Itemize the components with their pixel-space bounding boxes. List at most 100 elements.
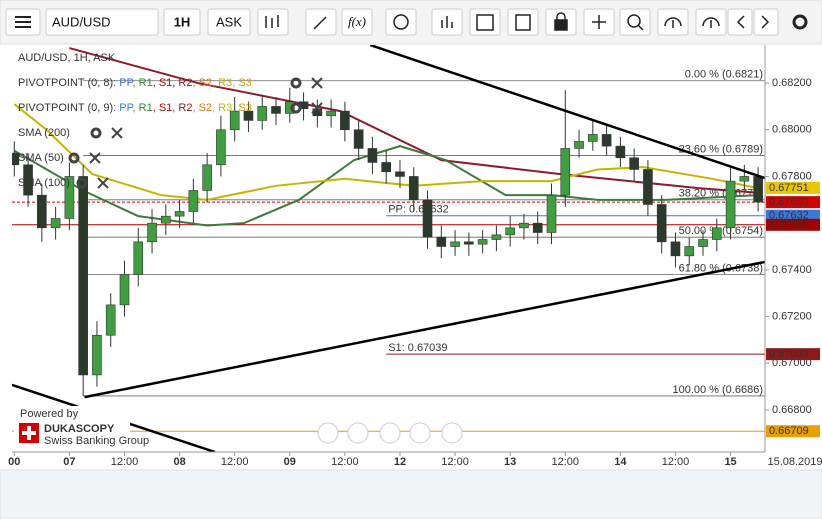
candle-body <box>698 239 708 247</box>
candle-body <box>23 164 33 196</box>
zoom-controls[interactable] <box>317 422 463 444</box>
candle-body <box>12 152 20 166</box>
candle-body <box>92 334 102 376</box>
trend-line <box>369 45 765 180</box>
candle-body <box>739 176 750 182</box>
candle-body <box>436 236 447 247</box>
candle-body <box>656 204 667 243</box>
period-select[interactable] <box>163 8 201 36</box>
symbol-select[interactable] <box>45 8 159 36</box>
x-tick-label: 12:00 <box>111 456 139 468</box>
candle-body <box>367 148 378 163</box>
remove-icon[interactable] <box>89 152 101 164</box>
candle-body <box>133 241 144 275</box>
fx-label: f(x) <box>348 14 366 29</box>
overlay: 0.68200 0.68000 0.67800 0.67400 0.67200 0.670… <box>8 45 822 468</box>
legend-text: PIVOTPOINT (0, 9) <box>18 102 113 114</box>
candle-body <box>188 190 199 212</box>
remove-icon[interactable] <box>97 177 109 189</box>
legend-text: , S1 <box>153 77 173 89</box>
menu-button[interactable] <box>5 8 41 36</box>
candle-body <box>725 180 736 229</box>
price-box-label: 0.67751 <box>769 182 809 194</box>
price-box <box>766 196 820 209</box>
candle-body <box>670 241 681 257</box>
settings-icon[interactable] <box>76 177 88 189</box>
x-tick-label: 12:00 <box>331 456 359 468</box>
candle-body <box>395 171 405 177</box>
candle-body <box>257 106 268 121</box>
candle-body <box>64 176 75 219</box>
x-tick-label: 12 <box>394 456 406 468</box>
toolbar: AUD/USD 1H ASK f(x) <box>0 0 822 45</box>
legend-text: : PP <box>113 77 133 89</box>
brand-name: DUKASCOPY <box>44 423 115 435</box>
candle-body <box>271 106 281 114</box>
candle-body <box>161 215 171 224</box>
candle-body <box>284 101 295 114</box>
legend-text: , R1 <box>133 77 153 89</box>
indicator-line <box>69 47 759 194</box>
remove-icon[interactable] <box>311 102 323 114</box>
candle-body <box>381 162 392 173</box>
powered-by: Powered by <box>20 408 79 420</box>
legend-entry: PIVOTPOINT (0, 9): PP, R1, S1, R2, S2, R… <box>18 102 252 114</box>
candle-body <box>216 129 226 166</box>
y-tick-label: 0.67000 <box>772 357 812 369</box>
pivot-label: PP: 0.67632 <box>388 204 449 216</box>
candle-body <box>202 164 212 191</box>
legend-text: , R3 <box>212 102 232 114</box>
x-tick-label: 12:00 <box>441 456 469 468</box>
legend-text: , S2 <box>192 102 212 114</box>
candle-body <box>684 246 695 257</box>
side-select[interactable] <box>207 8 251 36</box>
candle-body <box>574 141 584 149</box>
settings-icon[interactable] <box>68 152 80 164</box>
settings-icon[interactable] <box>90 127 102 139</box>
legend-text: : PP <box>113 102 133 114</box>
price-box-label: 0.67690 <box>769 196 809 208</box>
candle-body <box>147 222 157 243</box>
candle-body <box>326 110 336 117</box>
tool-buttons[interactable] <box>257 8 779 36</box>
price-box <box>766 209 820 222</box>
candle-body <box>588 134 598 142</box>
x-tick-label: 00 <box>8 456 20 468</box>
period: 1H <box>174 14 191 29</box>
candle-body <box>491 234 502 240</box>
price-box-label: 0.67039 <box>769 348 809 360</box>
candle-body <box>450 241 460 247</box>
price-box <box>766 348 820 361</box>
legend-text: , S1 <box>153 102 173 114</box>
x-tick-label: 12:00 <box>221 456 249 468</box>
candle-body <box>340 110 350 131</box>
remove-icon[interactable] <box>111 127 123 139</box>
settings-icon[interactable] <box>290 102 302 114</box>
remove-icon[interactable] <box>311 77 323 89</box>
symbol: AUD/USD <box>52 14 111 29</box>
candle-body <box>519 222 529 229</box>
y-tick-label: 0.67200 <box>772 310 812 322</box>
settings-icon[interactable] <box>290 77 302 89</box>
legend-text: , S3 <box>232 77 252 89</box>
pivot-label: S1: 0.67039 <box>388 342 447 354</box>
candle-body <box>546 194 557 233</box>
legend-text: , R3 <box>212 77 232 89</box>
legend-text: , R2 <box>172 77 192 89</box>
candle-body <box>37 194 47 229</box>
date-label: 15.08.2019 <box>767 456 822 468</box>
fib-label: 23.60 % (0.6789) <box>679 143 763 155</box>
y-tick-label: 0.68200 <box>772 77 812 89</box>
x-tick-label: 07 <box>63 456 75 468</box>
navigator[interactable] <box>0 469 822 519</box>
fib-label: 100.00 % (0.6686) <box>672 384 763 396</box>
y-tick-label: 0.67800 <box>772 170 812 182</box>
candle-body <box>105 304 116 336</box>
brand-cross <box>22 426 36 440</box>
y-tick-label: 0.67400 <box>772 264 812 276</box>
fib-label: 0.00 % (0.6821) <box>685 69 763 81</box>
price-box <box>766 425 820 438</box>
candle-body <box>50 218 61 229</box>
candle-body <box>505 227 515 236</box>
